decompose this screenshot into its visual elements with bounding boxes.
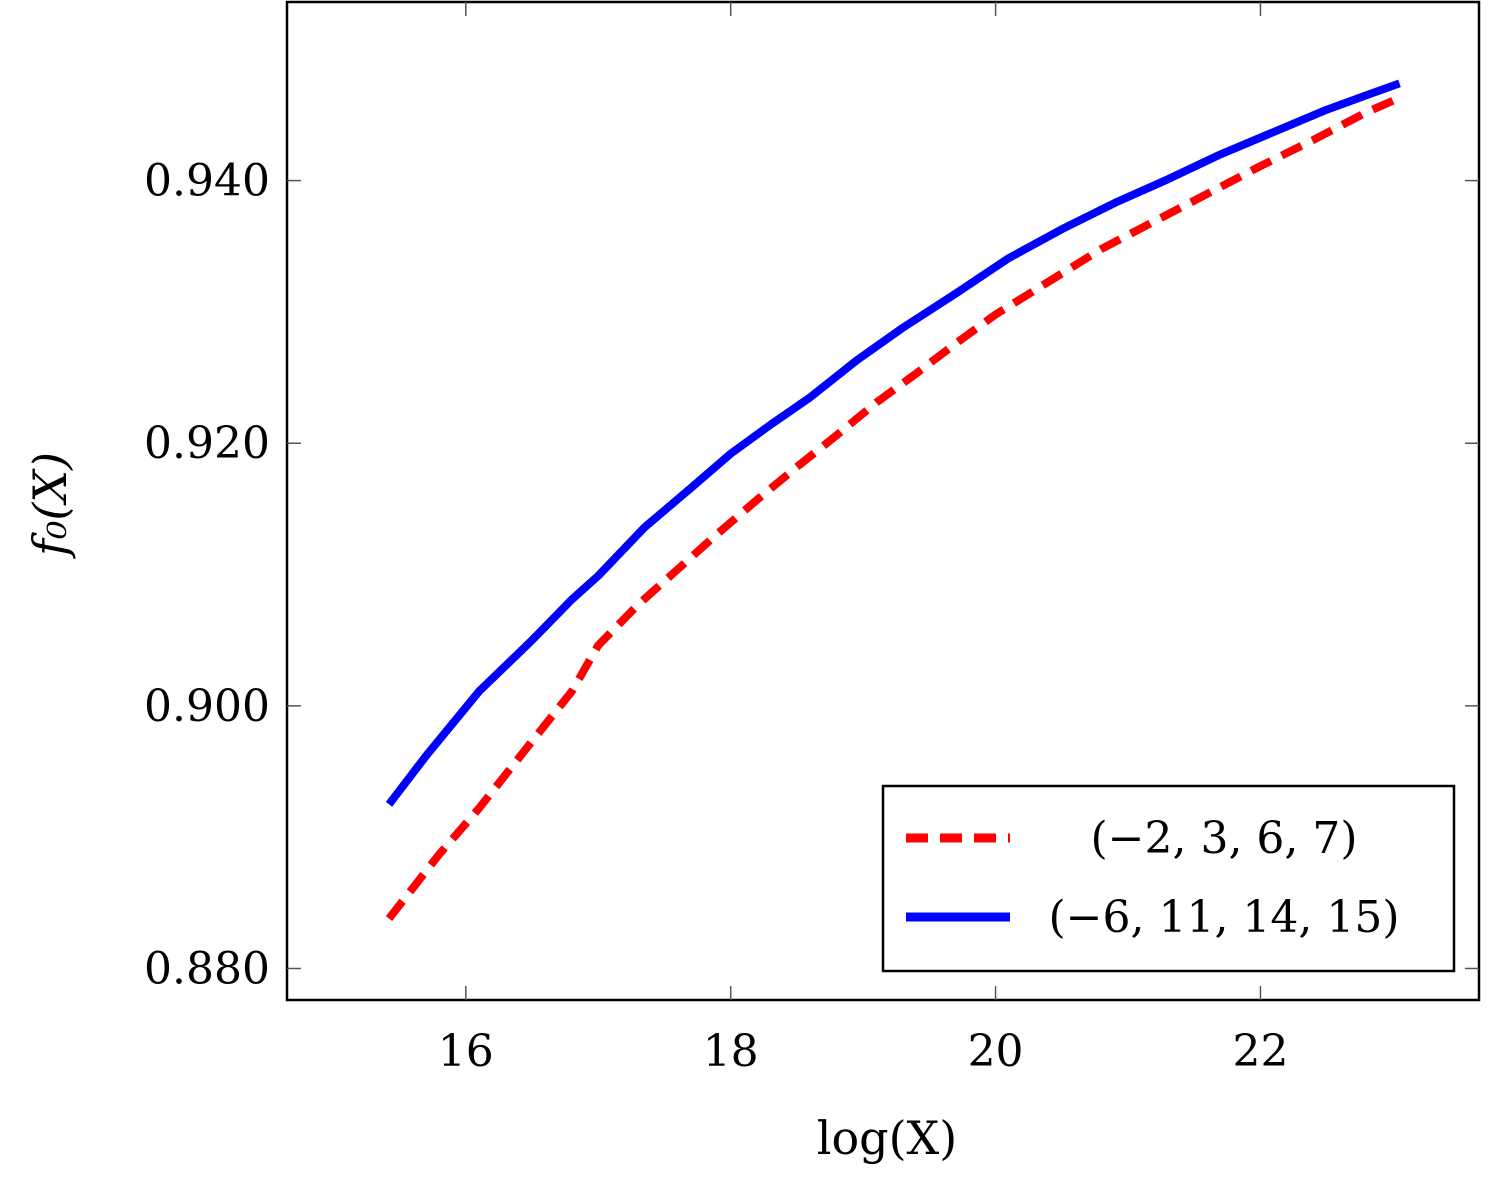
series-layer <box>385 79 1402 922</box>
series-line-2 <box>385 79 1401 807</box>
legend: (−2, 3, 6, 7) (−6, 11, 14, 15) <box>881 784 1456 973</box>
y-tick-label: 0.880 <box>144 943 270 994</box>
legend-box <box>881 784 1456 973</box>
y-axis-label: f₀(X) <box>23 452 77 559</box>
x-tick-label: 20 <box>968 1026 1024 1077</box>
legend-label-series-1: (−2, 3, 6, 7) <box>1090 813 1357 864</box>
y-tick-label: 0.900 <box>144 681 270 732</box>
series-line-1 <box>385 94 1402 922</box>
y-tick-label: 0.940 <box>144 156 270 207</box>
x-tick-label: 18 <box>703 1026 759 1077</box>
x-tick-label: 16 <box>438 1026 494 1077</box>
plot-area-frame <box>285 0 1481 1002</box>
legend-label-series-2: (−6, 11, 14, 15) <box>1048 892 1399 943</box>
x-axis-label: log(X) <box>817 1111 958 1165</box>
axis-ticks: 16 18 20 22 0.880 0.900 0.920 0.940 <box>144 2 1479 1077</box>
y-tick-label: 0.920 <box>144 418 270 469</box>
x-tick-label: 22 <box>1232 1026 1288 1077</box>
